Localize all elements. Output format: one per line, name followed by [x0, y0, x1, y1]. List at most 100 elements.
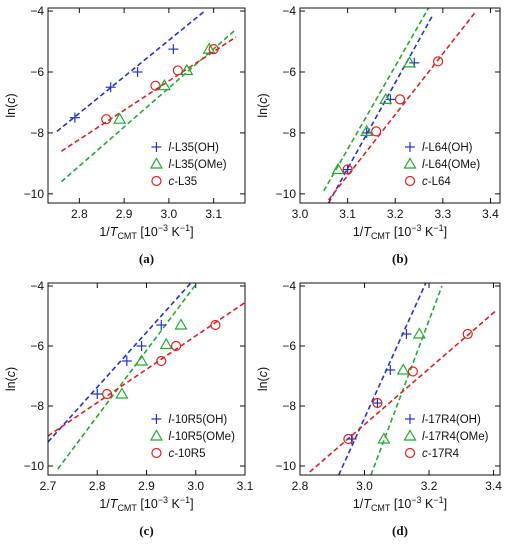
chart-panel: 2.7 2.8 2.9 3.0 3.1 −10 −8 −6 −4 ln(c) 1/TCMT [10−…	[4, 279, 254, 538]
legend-label: c-10R5	[168, 448, 205, 460]
legend-marker	[405, 414, 415, 424]
fit-line	[57, 284, 197, 470]
legend-label: l-10R5(OH)	[168, 414, 227, 426]
x-tick-label: 3.2	[387, 207, 404, 221]
y-tick-label: −4	[282, 4, 296, 18]
y-tick-label: −8	[282, 399, 296, 413]
x-tick-label: 3.0	[187, 479, 204, 493]
x-tick-label: 2.7	[40, 479, 57, 493]
y-axis-label: ln(c)	[256, 367, 270, 391]
data-point	[101, 114, 112, 125]
x-tick-label: 2.8	[71, 207, 88, 221]
legend-label: l-10R5(OMe)	[168, 431, 235, 443]
data-point	[396, 363, 410, 375]
data-point	[159, 337, 173, 350]
chart-panel: 3.0 3.1 3.2 3.3 3.4 −10 −8 −6 −4 ln(c) 1/TCMT [10−…	[256, 4, 501, 266]
y-axis-label: ln(c)	[4, 367, 18, 391]
x-axis-label: 1/TCMT [10−3 K−1]	[99, 223, 193, 241]
legend-marker	[151, 414, 162, 424]
x-tick-label: 3.1	[205, 207, 222, 221]
fit-line	[48, 283, 192, 443]
x-tick-label: 3.0	[161, 207, 178, 221]
x-tick-label: 3.3	[435, 207, 452, 221]
y-tick-label: −10	[276, 459, 297, 473]
panel-label: (c)	[139, 523, 153, 538]
chart-panel: 2.8 2.9 3.0 3.1 −10 −8 −6 −4 ln(c) 1/TCMT [10−3 K…	[4, 4, 246, 266]
data-point	[385, 365, 396, 375]
y-axis-label: ln(c)	[4, 93, 18, 117]
y-tick-label: −4	[30, 4, 44, 18]
data-point	[331, 162, 345, 175]
data-point	[371, 126, 382, 137]
legend-marker	[403, 429, 417, 441]
legend-marker	[404, 447, 416, 459]
legend: l-L35(OH) l-L35(OMe) c-L35	[149, 142, 227, 188]
legend-marker	[149, 157, 163, 169]
y-tick-label: −6	[30, 65, 44, 79]
data-point	[157, 78, 171, 91]
x-tick-label: 2.9	[116, 207, 133, 221]
x-tick-label: 2.9	[138, 479, 155, 493]
legend-label: l-17R4(OH)	[422, 414, 481, 426]
data-point	[402, 56, 417, 68]
x-tick-label: 3.4	[482, 207, 499, 221]
plot-frame	[47, 282, 246, 476]
data-point	[360, 124, 374, 136]
data-point	[407, 366, 419, 377]
data-point	[401, 329, 412, 339]
data-point	[372, 398, 383, 408]
x-axis-label: 1/TCMT [10−3 K−1]	[99, 495, 193, 513]
x-axis-label: 1/TCMT [10−3 K−1]	[353, 495, 447, 513]
data-point	[69, 112, 80, 123]
data-point	[132, 66, 143, 77]
data-point	[343, 433, 354, 445]
data-point	[150, 80, 161, 91]
data-point	[180, 63, 194, 76]
legend-label: c-17R4	[422, 448, 460, 460]
fit-line	[309, 309, 498, 473]
data-point	[377, 432, 391, 444]
data-point	[168, 44, 179, 55]
legend-label: c-L35	[168, 176, 197, 188]
data-point	[412, 327, 426, 339]
legend-marker	[404, 175, 416, 187]
data-point	[174, 318, 188, 330]
legend-marker	[149, 429, 163, 441]
x-tick-label: 3.1	[237, 479, 254, 493]
y-tick-label: −8	[30, 399, 44, 413]
fit-line	[337, 283, 427, 475]
plot-frame	[299, 7, 501, 204]
fit-line	[60, 28, 237, 183]
legend-marker	[151, 447, 162, 459]
y-tick-label: −6	[282, 65, 296, 79]
x-tick-label: 3.4	[485, 479, 502, 493]
data-point	[135, 354, 149, 366]
fit-line	[327, 10, 477, 201]
y-tick-label: −10	[276, 187, 297, 201]
legend-label: l-L64(OH)	[422, 142, 473, 154]
data-point	[208, 44, 219, 55]
legend-label: l-L64(OMe)	[422, 159, 480, 171]
data-point	[379, 92, 393, 105]
panel-label: (d)	[392, 523, 408, 538]
y-tick-label: −10	[24, 459, 45, 473]
fit-line	[60, 36, 237, 152]
legend: l-L64(OH) l-L64(OMe) c-L64	[403, 142, 480, 188]
fit-line	[327, 13, 435, 203]
data-point	[394, 94, 406, 105]
x-tick-label: 3.1	[339, 207, 356, 221]
legend-marker	[151, 142, 162, 152]
legend-label: l-L35(OH)	[168, 142, 219, 154]
data-point	[342, 164, 353, 175]
data-point	[361, 127, 372, 138]
data-point	[170, 340, 182, 352]
plot-frame	[299, 282, 501, 476]
data-point	[462, 328, 473, 340]
data-point	[342, 164, 353, 175]
x-tick-label: 3.0	[356, 479, 373, 493]
x-tick-label: 3.0	[292, 207, 309, 221]
legend: l-17R4(OH) l-17R4(OMe) c-17R4	[403, 414, 489, 460]
data-point	[210, 319, 221, 331]
x-tick-label: 3.2	[421, 479, 438, 493]
